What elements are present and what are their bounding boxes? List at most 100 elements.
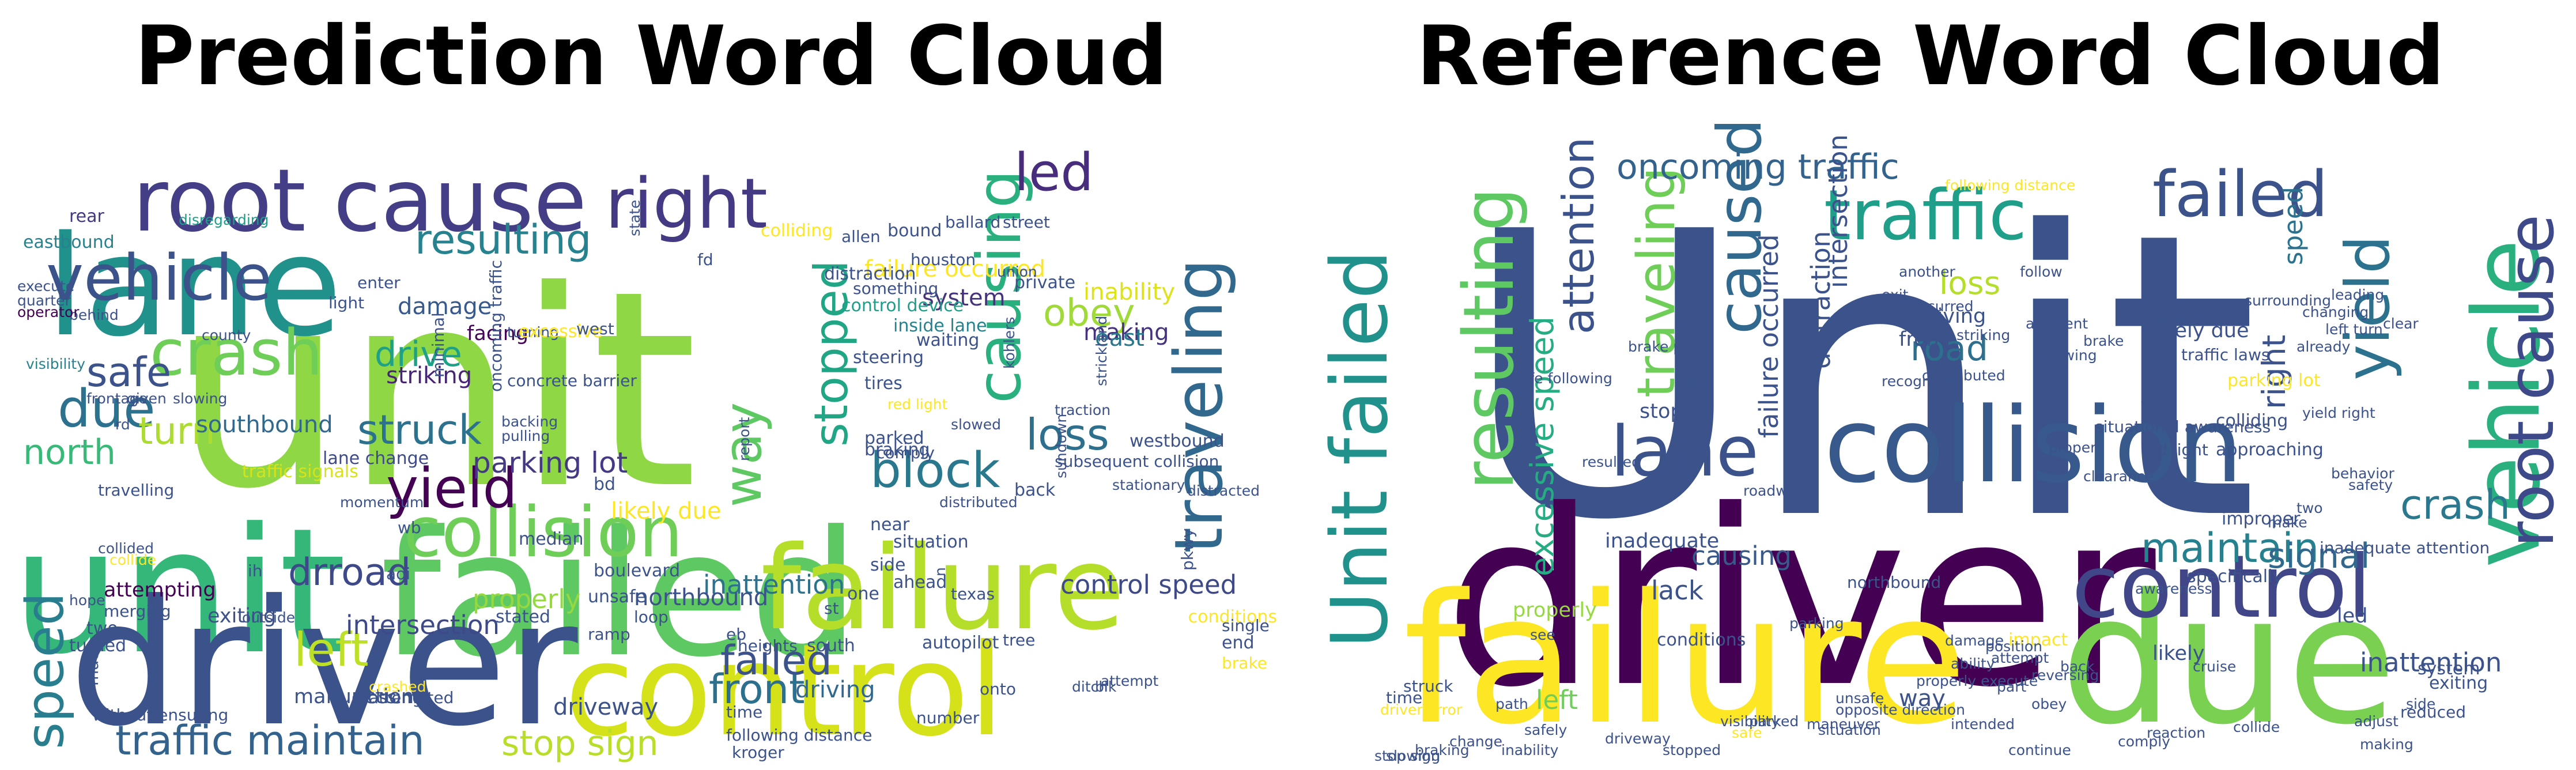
prediction-word-117: crashed <box>369 678 426 695</box>
prediction-word-63: private <box>1014 273 1075 293</box>
prediction-word-126: conditions <box>1188 607 1277 627</box>
prediction-word-127: end <box>1222 633 1255 653</box>
reference-word-35: way <box>1899 685 1946 712</box>
prediction-word-16: led <box>1014 142 1094 203</box>
prediction-word-134: street <box>1003 213 1050 232</box>
prediction-word-12: traveling <box>1161 259 1238 553</box>
prediction-word-139: pkwy <box>1178 529 1197 571</box>
reference-word-27: intersection <box>1823 134 1853 288</box>
prediction-word-49: lane change <box>323 448 429 469</box>
prediction-word-158: state <box>626 200 643 236</box>
prediction-word-137: minimal <box>429 312 448 378</box>
reference-word-95: intended <box>1951 716 2015 733</box>
prediction-word-151: n <box>932 567 949 576</box>
prediction-word-140: following distance <box>726 726 872 745</box>
prediction-word-72: execute <box>17 278 74 295</box>
reference-word-10: traffic <box>1824 176 2027 256</box>
reference-word-94: maneuver <box>1807 716 1880 733</box>
prediction-word-116: without ensuring <box>92 705 228 724</box>
reference-word-73: awareness <box>2135 580 2212 597</box>
prediction-word-135: light <box>328 293 364 312</box>
prediction-word-73: county <box>202 327 251 344</box>
prediction-word-45: inability <box>1083 279 1175 305</box>
reference-word-118: reaction <box>2147 724 2205 741</box>
reference-word-24: speed <box>2278 187 2309 265</box>
prediction-word-52: northbound <box>634 584 768 611</box>
reference-word-33: likely <box>2152 642 2204 665</box>
reference-word-79: red light <box>2141 440 2208 459</box>
reference-word-cloud: Unit driver failure due collision vehicle Unit… <box>1294 115 2576 767</box>
prediction-word-29: left <box>294 623 369 677</box>
prediction-word-133: ballard <box>945 213 1000 232</box>
prediction-word-153: blk <box>1095 678 1117 695</box>
reference-word-55: clearance <box>2083 468 2154 485</box>
reference-word-69: stop sign <box>1374 748 1440 764</box>
prediction-word-132: allen <box>841 227 881 246</box>
reference-word-91: situation <box>1818 722 1881 738</box>
reference-word-127: contributed <box>1922 367 2005 384</box>
reference-word-125: brake <box>2083 333 2124 349</box>
reference-word-23: right <box>2256 335 2292 409</box>
prediction-word-8: crash <box>150 316 323 390</box>
prediction-word-150: rd <box>115 416 130 433</box>
reference-word-20: attention <box>1553 137 1604 334</box>
prediction-word-163: stationary <box>1112 477 1185 493</box>
reference-word-14: caused <box>1705 118 1775 334</box>
reference-word-45: approaching <box>2216 440 2324 460</box>
prediction-word-130: something <box>853 279 938 298</box>
prediction-word-149: fd <box>697 250 713 269</box>
reference-word-28: failure occurred <box>1754 235 1784 438</box>
prediction-word-107: stated <box>496 607 550 627</box>
reference-word-126: presence <box>2118 309 2184 326</box>
reference-word-56: occurred <box>1910 298 1973 315</box>
prediction-word-55: attempting <box>104 579 216 602</box>
reference-word-116: continue <box>2008 742 2071 758</box>
prediction-word-123: tree <box>1003 631 1035 650</box>
reference-word-13: yield <box>2333 235 2403 380</box>
prediction-word-17: resulting <box>415 216 591 263</box>
prediction-word-34: drive <box>375 334 462 375</box>
reference-word-89: making <box>2360 736 2413 753</box>
prediction-word-91: westbound <box>1130 431 1225 451</box>
reference-word-16: crash <box>2400 481 2510 529</box>
reference-word-26: distraction <box>1806 231 1836 369</box>
prediction-word-65: control device <box>841 296 964 316</box>
reference-word-36: properly <box>1513 599 1597 622</box>
prediction-word-5: control <box>565 617 1004 764</box>
reference-word-99: recognize <box>1882 373 1951 390</box>
prediction-word-69: behind <box>69 307 119 323</box>
prediction-word-74: visibility <box>26 356 85 372</box>
prediction-word-145: st <box>824 599 839 618</box>
prediction-word-13: causing <box>964 169 1034 403</box>
prediction-word-36: inattention <box>703 569 845 600</box>
prediction-word-89: parked <box>864 428 924 448</box>
reference-word-11: failed <box>2152 157 2328 231</box>
reference-word-115: properly execute <box>1916 673 2038 689</box>
reference-word-67: change <box>1449 733 1502 750</box>
prediction-word-56: malfunction <box>294 685 414 708</box>
reference-word-30: causing <box>1691 541 1792 571</box>
prediction-word-19: drroad <box>288 551 411 594</box>
prediction-word-103: texas <box>951 584 995 603</box>
prediction-word-9: vehicle <box>46 241 272 315</box>
reference-word-19: excessive speed <box>1524 316 1561 576</box>
prediction-word-33: north <box>23 432 116 473</box>
reference-word-57: impact <box>2008 630 2068 650</box>
prediction-word-79: backing <box>501 413 558 430</box>
reference-word-86: sign <box>1680 373 1710 390</box>
reference-word-105: adjacent <box>2026 315 2088 332</box>
prediction-word-111: merging <box>104 602 171 621</box>
prediction-word-42: striking <box>386 363 472 389</box>
prediction-word-90: braking <box>864 440 930 460</box>
prediction-word-78: oncoming traffic <box>486 260 505 392</box>
prediction-word-60: disregarding <box>179 212 269 228</box>
reference-word-106: striking <box>1956 327 2010 344</box>
reference-word-38: inadequate <box>1605 530 1719 553</box>
reference-word-112: position <box>1985 638 2042 655</box>
prediction-word-109: loop <box>634 607 668 626</box>
prediction-word-155: sundown <box>1053 414 1070 478</box>
reference-word-129: attempt <box>1991 650 2049 666</box>
reference-word-96: exit <box>1882 286 1909 303</box>
reference-word-44: parking lot <box>2227 371 2321 391</box>
